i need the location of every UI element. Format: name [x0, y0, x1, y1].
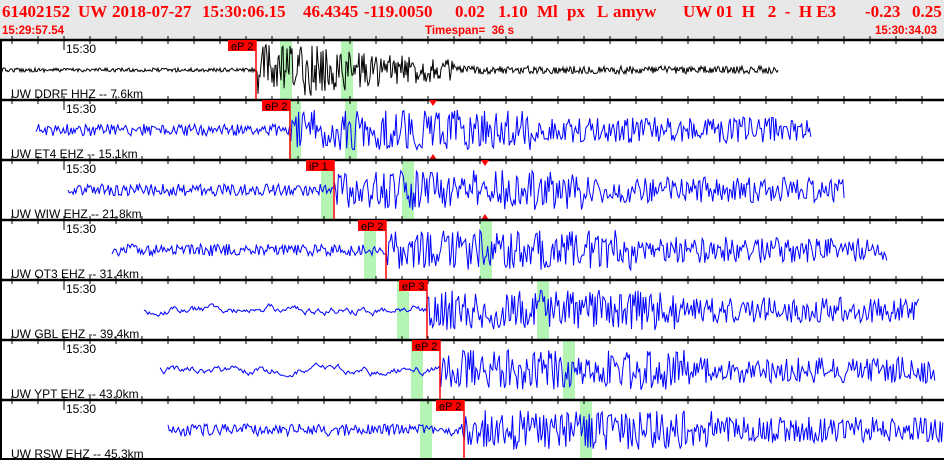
waveform: [0, 44, 779, 96]
time-tick-label: 15:30: [66, 342, 96, 356]
time-tick-label: 15:30: [66, 282, 96, 296]
station-label: UW ET4 EHZ -- 15.1km: [11, 147, 138, 161]
waveform: [159, 348, 936, 390]
phase-window: [480, 221, 492, 280]
pick-flag: [399, 280, 427, 291]
pick-flag: [228, 40, 256, 51]
pick-flag: [412, 340, 440, 351]
pick-label: eP 2: [415, 341, 437, 353]
trace-4[interactable]: 15:30 eP 3 UW GBL EHZ -- 39.4km: [0, 276, 944, 341]
trace-5[interactable]: 15:30 eP 2 UW YPT EHZ -- 43.0km: [0, 336, 944, 401]
time-tick-label: 15:30: [66, 102, 96, 116]
amplitude-marker-icon: [481, 160, 489, 166]
waveform: [167, 410, 944, 450]
station-label: UW YPT EHZ -- 43.0km: [11, 387, 139, 401]
waveform: [67, 168, 845, 211]
trace-6[interactable]: 15:30 eP 2 UW RSW EHZ -- 45.3km: [0, 396, 944, 460]
event-type: L: [597, 2, 609, 21]
magnitude: 1.10: [498, 2, 528, 21]
station-label: UW RSW EHZ -- 45.3km: [11, 447, 144, 460]
station-info: UW 01 H 2 - H E3: [683, 2, 837, 21]
pick-flag: [436, 400, 464, 411]
pick-label: eP 2: [265, 101, 287, 113]
waveform: [143, 289, 920, 331]
value-1: -0.23: [865, 2, 901, 21]
trace-3[interactable]: 15:30 eP 2 UW OT3 EHZ -- 31.4km: [0, 216, 944, 281]
trace-2[interactable]: 15:30 iP 1 UW WIW EHZ -- 21.8km: [0, 156, 944, 221]
event-id: 61402152: [2, 2, 70, 21]
pick-flag: [358, 220, 386, 231]
phase-window: [397, 281, 409, 340]
phase-window: [321, 161, 333, 220]
amplitude-marker-icon: [481, 214, 489, 220]
timespan: Timespan= 36 s: [425, 25, 514, 37]
longitude: -119.0050: [364, 2, 433, 21]
amplitude-marker-icon: [429, 154, 437, 160]
flag: px: [567, 2, 585, 21]
mag-type: Ml: [537, 2, 558, 21]
pick-flag: [262, 100, 290, 111]
phase-window: [420, 401, 432, 460]
time-tick-label: 15:30: [66, 162, 96, 176]
depth: 0.02: [455, 2, 485, 21]
phase-window: [411, 341, 423, 400]
waveform: [35, 109, 812, 151]
pick-label: eP 2: [361, 221, 383, 233]
time-tick-label: 15:30: [66, 402, 96, 416]
trace-1[interactable]: 15:30 eP 2 UW ET4 EHZ -- 15.1km: [0, 96, 944, 161]
trace-0[interactable]: 15:30 eP 2 UW DDRF HHZ -- 7.6km: [0, 36, 944, 101]
station-label: UW GBL EHZ -- 39.4km: [11, 327, 139, 341]
pick-label: eP 2: [231, 41, 253, 53]
network: UW: [78, 2, 108, 21]
analyst: amyw: [613, 2, 657, 21]
station-label: UW WIW EHZ -- 21.8km: [11, 207, 142, 221]
event-header: 61402152 UW 2018-07-27 15:30:06.15 46.43…: [0, 0, 944, 40]
phase-window: [402, 161, 414, 220]
start-time: 15:29:57.54: [2, 25, 65, 37]
end-time: 15:30:34.03: [875, 25, 938, 37]
time-tick-label: 15:30: [66, 222, 96, 236]
amplitude-marker-icon: [429, 100, 437, 106]
origin-time: 15:30:06.15: [202, 2, 286, 21]
station-label: UW DDRF HHZ -- 7.6km: [11, 87, 143, 101]
time-tick-label: 15:30: [66, 42, 96, 56]
latitude: 46.4345: [303, 2, 359, 21]
pick-flag: [306, 160, 334, 171]
pick-label: iP 1: [309, 161, 328, 173]
pick-label: eP 2: [439, 401, 461, 413]
value-2: 0.25: [912, 2, 942, 21]
event-date: 2018-07-27: [112, 2, 192, 21]
station-label: UW OT3 EHZ -- 31.4km: [11, 267, 139, 281]
pick-label: eP 3: [402, 281, 424, 293]
waveform: [111, 228, 888, 272]
